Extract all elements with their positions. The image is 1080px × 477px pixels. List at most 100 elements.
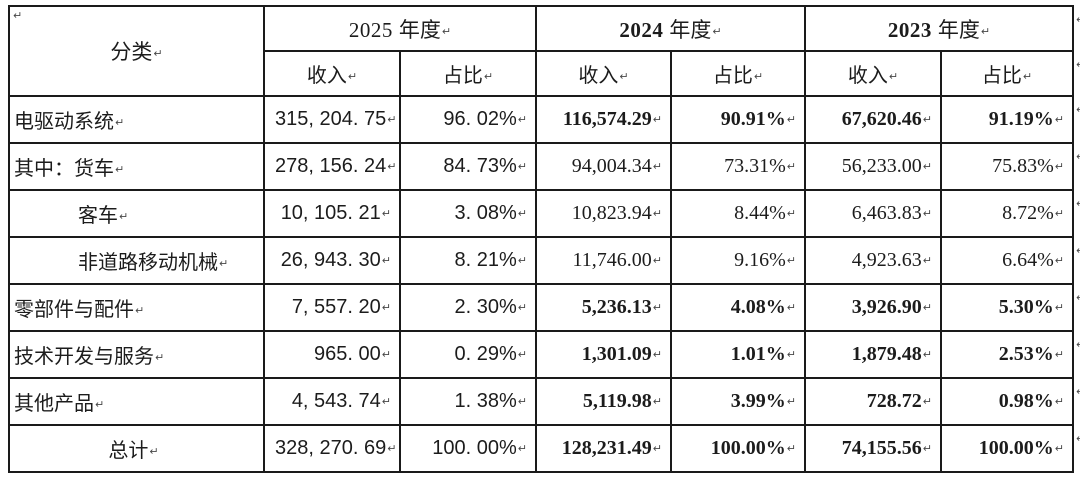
paragraph-mark: ↵ <box>1054 395 1064 408</box>
share-2024: 73.31%↵ <box>670 142 806 191</box>
year-number: 2025 <box>348 17 393 42</box>
income-2024: 116,574.29↵ <box>535 95 672 144</box>
paragraph-mark: ↵ <box>652 160 662 173</box>
table-row: 技术开发与服务↵ 965. 00↵ 0. 29%↵ 1,301.09↵ 1.01… <box>8 330 1074 379</box>
paragraph-mark: ↵ <box>517 254 527 267</box>
income-2024: 94,004.34↵ <box>535 142 672 191</box>
income-2025: 4, 543. 74↵ <box>263 377 401 426</box>
share-header: 占比↵ <box>670 50 806 97</box>
paragraph-mark: ↵ <box>922 301 932 314</box>
share-2025: 1. 38%↵ <box>399 377 537 426</box>
row-end-mark: ↵ <box>1076 291 1080 304</box>
paragraph-mark: ↵ <box>387 442 397 455</box>
paragraph-mark: ↵ <box>1022 70 1033 83</box>
row-label: 电驱动系统↵ <box>8 95 265 144</box>
income-2023: 3,926.90↵ <box>804 283 942 332</box>
paragraph-mark: ↵ <box>652 207 662 220</box>
paragraph-mark: ↵ <box>441 24 452 38</box>
share-2023: 75.83%↵ <box>940 142 1074 191</box>
paragraph-mark: ↵ <box>135 304 145 317</box>
year-header-2024: 2024 年度↵ <box>535 5 806 52</box>
paragraph-mark: ↵ <box>922 113 932 126</box>
paragraph-mark: ↵ <box>786 160 796 173</box>
income-2024: 128,231.49↵ <box>535 424 672 473</box>
paragraph-mark: ↵ <box>652 395 662 408</box>
paragraph-mark: ↵ <box>381 254 391 267</box>
paragraph-mark: ↵ <box>888 70 899 83</box>
row-label: 其他产品↵ <box>8 377 265 426</box>
row-end-mark: ↵ <box>1076 103 1080 116</box>
paragraph-mark: ↵ <box>922 160 932 173</box>
paragraph-mark: ↵ <box>517 113 527 126</box>
income-2025: 26, 943. 30↵ <box>263 236 401 285</box>
share-2025: 0. 29%↵ <box>399 330 537 379</box>
paragraph-mark: ↵ <box>652 254 662 267</box>
paragraph-mark: ↵ <box>786 395 796 408</box>
paragraph-mark: ↵ <box>115 116 125 129</box>
paragraph-mark: ↵ <box>149 445 159 458</box>
share-2024: 3.99%↵ <box>670 377 806 426</box>
paragraph-mark: ↵ <box>712 24 722 38</box>
paragraph-mark: ↵ <box>483 70 494 83</box>
paragraph-mark: ↵ <box>219 257 229 270</box>
table-row-total: 总计↵ 328, 270. 69↵ 100. 00%↵ 128,231.49↵ … <box>8 424 1074 473</box>
year-suffix: 年度 <box>398 17 441 42</box>
income-2023: 728.72↵ <box>804 377 942 426</box>
paragraph-mark: ↵ <box>753 70 764 83</box>
income-2025: 965. 00↵ <box>263 330 401 379</box>
paragraph-mark: ↵ <box>922 395 932 408</box>
paragraph-mark: ↵ <box>922 442 932 455</box>
share-2025: 8. 21%↵ <box>399 236 537 285</box>
year-header-2025: 2025 年度↵ <box>263 5 537 52</box>
row-end-mark: ↵ <box>1076 338 1080 351</box>
share-2025: 100. 00%↵ <box>399 424 537 473</box>
income-2024: 1,301.09↵ <box>535 330 672 379</box>
paragraph-mark: ↵ <box>652 301 662 314</box>
share-2024: 4.08%↵ <box>670 283 806 332</box>
row-label: 总计↵ <box>8 424 265 473</box>
row-label: 其中：货车↵ <box>8 142 265 191</box>
paragraph-mark: ↵ <box>786 254 796 267</box>
paragraph-mark: ↵ <box>517 348 527 361</box>
share-2024: 100.00%↵ <box>670 424 806 473</box>
year-header-2023: 2023 年度↵ <box>804 5 1074 52</box>
paragraph-mark: ↵ <box>153 47 163 60</box>
paragraph-mark: ↵ <box>786 348 796 361</box>
category-header-label: 分类 <box>110 40 153 64</box>
income-2024: 5,119.98↵ <box>535 377 672 426</box>
income-2025: 10, 105. 21↵ <box>263 189 401 238</box>
table-row: 其中：货车↵ 278, 156. 24↵ 84. 73%↵ 94,004.34↵… <box>8 142 1074 191</box>
paragraph-mark: ↵ <box>652 348 662 361</box>
share-2025: 84. 73%↵ <box>399 142 537 191</box>
paragraph-mark: ↵ <box>381 207 391 220</box>
paragraph-mark: ↵ <box>922 207 932 220</box>
share-2023: 100.00%↵ <box>940 424 1074 473</box>
row-label: 零部件与配件↵ <box>8 283 265 332</box>
share-2024: 8.44%↵ <box>670 189 806 238</box>
paragraph-mark: ↵ <box>517 207 527 220</box>
table-row: 客车↵ 10, 105. 21↵ 3. 08%↵ 10,823.94↵ 8.44… <box>8 189 1074 238</box>
revenue-breakdown-table: ↵ 分类↵ 2025 年度↵ 2024 年度↵ 2023 年度↵ 收入↵ 占比↵ 收入… <box>8 5 1074 473</box>
paragraph-mark: ↵ <box>1054 113 1064 126</box>
income-header: 收入↵ <box>804 50 942 97</box>
share-2025: 96. 02%↵ <box>399 95 537 144</box>
paragraph-mark: ↵ <box>1054 207 1064 220</box>
paragraph-mark: ↵ <box>517 160 527 173</box>
table-row: 其他产品↵ 4, 543. 74↵ 1. 38%↵ 5,119.98↵ 3.99… <box>8 377 1074 426</box>
paragraph-mark: ↵ <box>1054 160 1064 173</box>
paragraph-mark: ↵ <box>786 301 796 314</box>
paragraph-mark: ↵ <box>1054 254 1064 267</box>
income-2025: 278, 156. 24↵ <box>263 142 401 191</box>
row-label: 非道路移动机械↵ <box>8 236 265 285</box>
paragraph-mark: ↵ <box>517 301 527 314</box>
paragraph-mark: ↵ <box>922 348 932 361</box>
category-header-cell: ↵ 分类↵ <box>8 5 265 97</box>
paragraph-mark: ↵ <box>1054 348 1064 361</box>
paragraph-mark: ↵ <box>980 24 991 38</box>
paragraph-mark: ↵ <box>517 442 527 455</box>
share-2023: 0.98%↵ <box>940 377 1074 426</box>
share-2023: 6.64%↵ <box>940 236 1074 285</box>
paragraph-mark: ↵ <box>347 70 358 83</box>
share-2023: 2.53%↵ <box>940 330 1074 379</box>
paragraph-mark: ↵ <box>119 210 129 223</box>
